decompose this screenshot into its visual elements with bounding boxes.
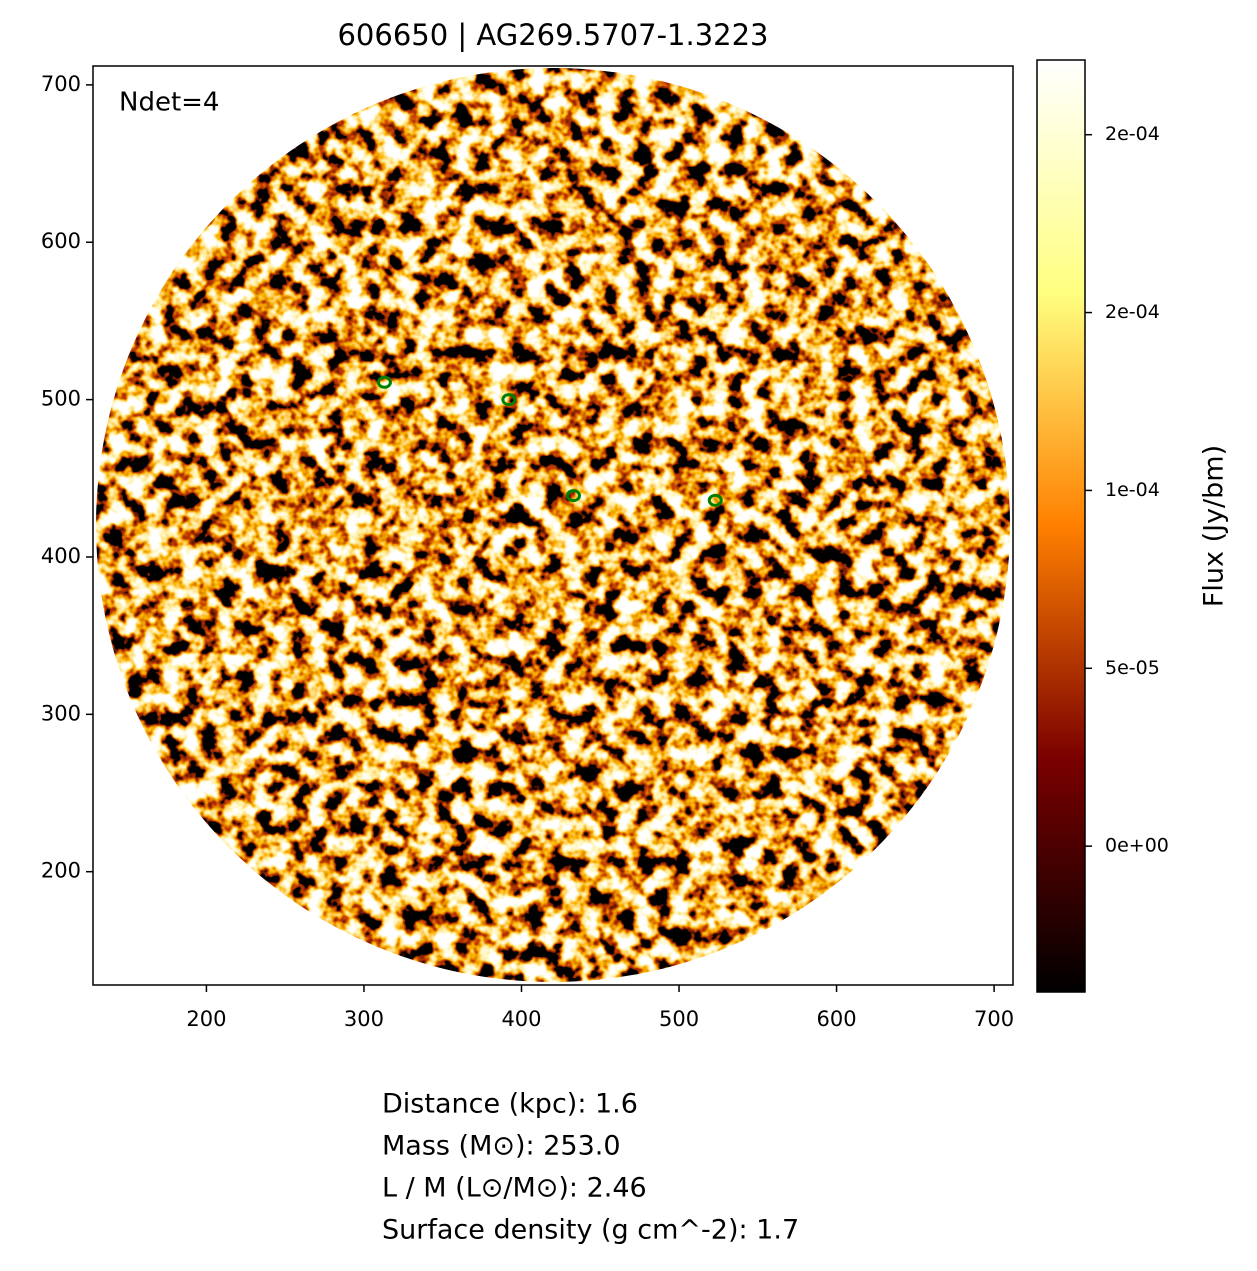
info-line: Surface density (g cm^-2): 1.7 <box>382 1215 799 1246</box>
detection <box>565 489 581 503</box>
x-tick-label: 700 <box>974 1007 1014 1031</box>
detection <box>376 375 392 389</box>
info-line: L / M (L⊙/M⊙): 2.46 <box>382 1173 647 1204</box>
axes-frame <box>92 65 1014 986</box>
detection <box>707 493 723 507</box>
info-line: Distance (kpc): 1.6 <box>382 1089 638 1120</box>
colorbar-tick-label: 2e-04 <box>1105 123 1160 145</box>
y-tick-label: 700 <box>41 72 81 96</box>
colorbar-label: Flux (Jy/bm) <box>1199 445 1230 607</box>
x-tick-label: 500 <box>659 1007 699 1031</box>
colorbar-tick-label: 0e+00 <box>1105 835 1169 857</box>
y-tick-label: 200 <box>41 859 81 883</box>
info-line: Mass (M⊙): 253.0 <box>382 1131 621 1162</box>
colorbar-tick-label: 5e-05 <box>1105 657 1160 679</box>
flux-image <box>96 68 1010 982</box>
chart-title: 606650 | AG269.5707-1.3223 <box>337 18 768 52</box>
x-tick-label: 300 <box>344 1007 384 1031</box>
annotation: Ndet=4 <box>119 88 219 118</box>
detection <box>501 393 517 407</box>
y-tick-label: 300 <box>41 701 81 725</box>
x-tick-label: 400 <box>501 1007 541 1031</box>
y-tick-label: 500 <box>41 387 81 411</box>
y-tick-label: 600 <box>41 229 81 253</box>
x-tick-label: 200 <box>186 1007 226 1031</box>
colorbar-tick-label: 2e-04 <box>1105 301 1160 323</box>
y-tick-label: 400 <box>41 544 81 568</box>
colorbar <box>1036 59 1086 993</box>
x-tick-label: 600 <box>817 1007 857 1031</box>
colorbar-tick-label: 1e-04 <box>1105 479 1160 501</box>
